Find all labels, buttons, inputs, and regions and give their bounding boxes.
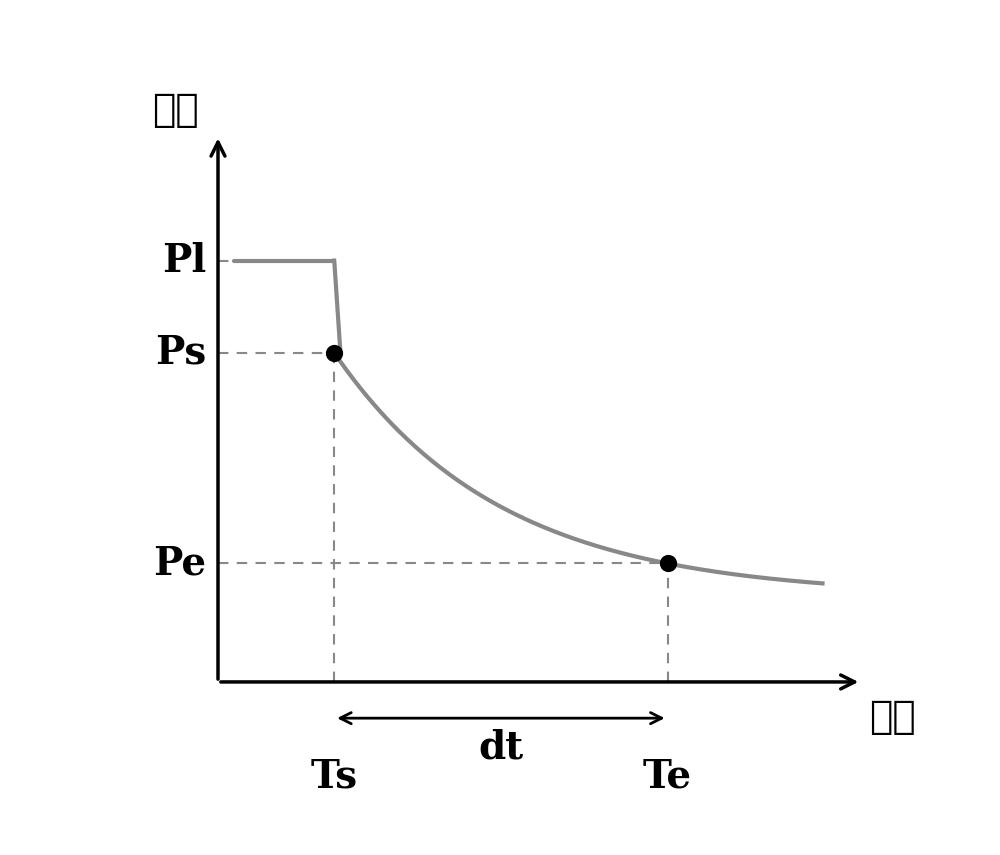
Text: 压力: 压力 (152, 91, 199, 129)
Text: Ts: Ts (311, 758, 358, 796)
Point (326, 346, 342, 360)
Text: 时间: 时间 (869, 699, 916, 736)
Text: Ps: Ps (155, 333, 206, 372)
Text: Pl: Pl (162, 242, 206, 280)
Text: Pe: Pe (153, 545, 206, 582)
Point (660, 557, 676, 570)
Text: dt: dt (478, 728, 523, 766)
Text: Te: Te (643, 758, 692, 796)
